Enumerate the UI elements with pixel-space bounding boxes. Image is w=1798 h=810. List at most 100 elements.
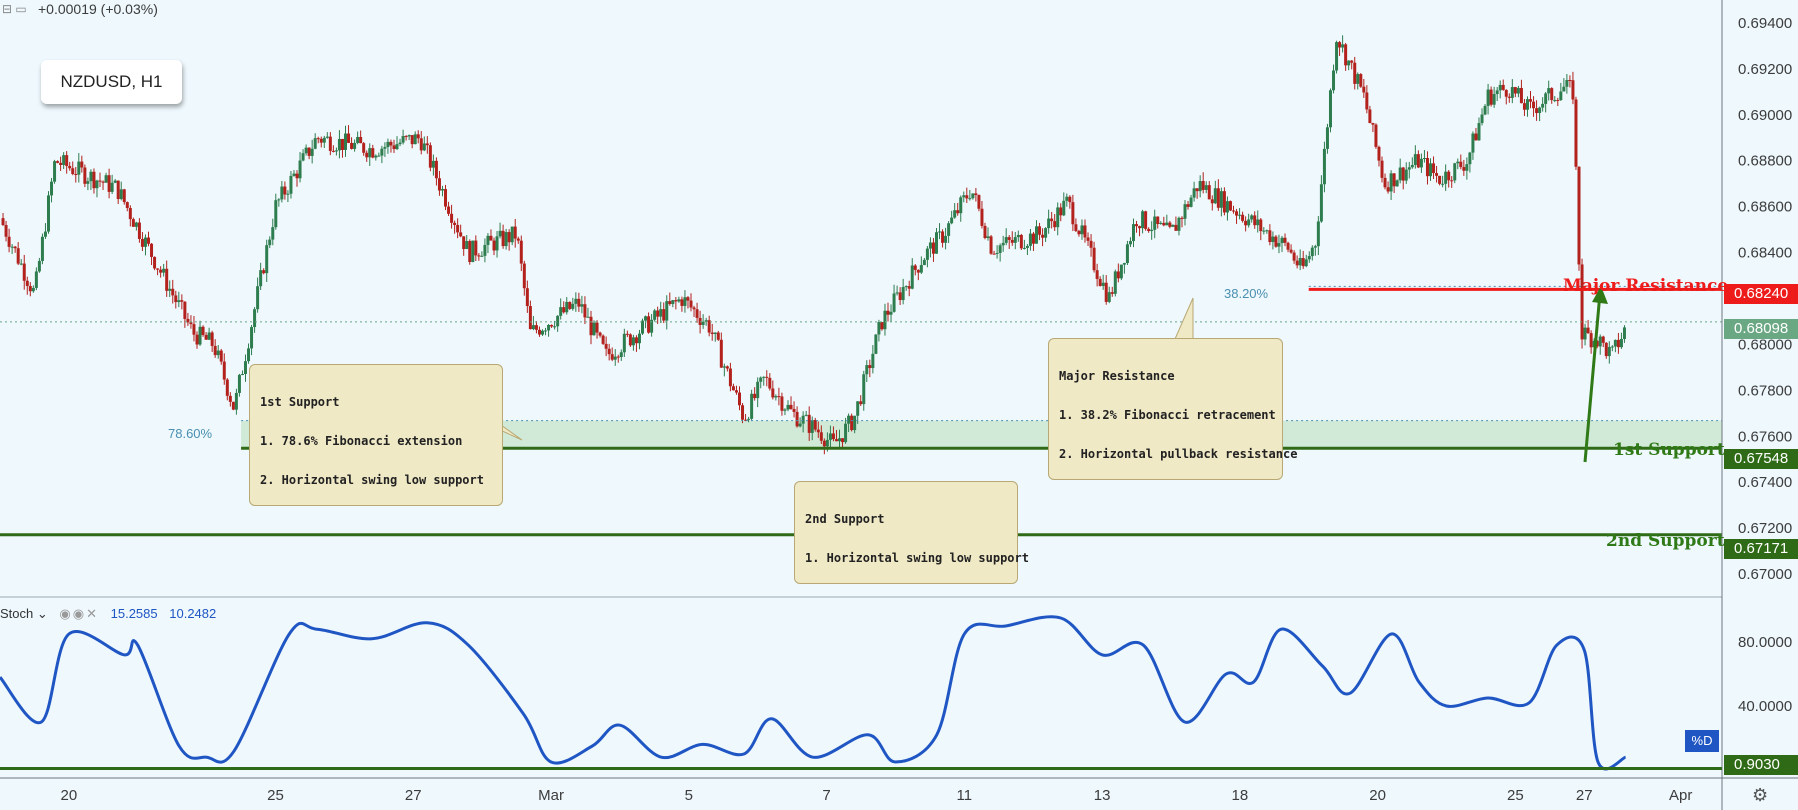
candle-body xyxy=(904,286,908,288)
candle-body xyxy=(1556,100,1560,102)
candle-body xyxy=(368,148,372,158)
price-change: +0.00019 (+0.03%) xyxy=(38,1,158,17)
collapse-icon[interactable]: ⊟ ▭ xyxy=(2,2,27,16)
candle-body xyxy=(1165,222,1169,226)
candle-body xyxy=(480,255,484,257)
date-tick-label: Apr xyxy=(1669,787,1692,804)
candle-body xyxy=(356,136,360,143)
candle-body xyxy=(838,438,842,442)
candle-body xyxy=(1277,243,1281,247)
candle-body xyxy=(168,288,172,291)
date-tick-label: 11 xyxy=(957,787,973,804)
candle-body xyxy=(498,230,502,237)
candle-body xyxy=(1101,282,1105,286)
candle-body xyxy=(25,280,29,286)
candle-body xyxy=(513,226,517,239)
candle-body xyxy=(725,366,729,369)
stoch-name[interactable]: Stoch xyxy=(0,606,34,621)
candle-body xyxy=(859,401,863,405)
candle-body xyxy=(471,240,475,263)
candle-body xyxy=(34,271,38,288)
candle-body xyxy=(1583,327,1587,340)
candle-body xyxy=(1135,224,1139,227)
candle-body xyxy=(850,415,854,431)
candle-body xyxy=(1228,201,1232,211)
date-tick-label: 18 xyxy=(1231,787,1248,804)
date-tick-label: 20 xyxy=(61,787,78,804)
candle-body xyxy=(344,133,348,150)
candle-body xyxy=(159,269,163,273)
candle-body xyxy=(928,242,932,249)
candle-body xyxy=(813,420,817,430)
candle-body xyxy=(347,133,351,143)
candle-body xyxy=(1353,62,1357,84)
resistance-price-tag: 0.68240 xyxy=(1724,284,1798,304)
candle-body xyxy=(537,329,541,335)
candle-body xyxy=(822,440,826,447)
candle-body xyxy=(304,147,308,154)
candle-body xyxy=(547,324,551,331)
date-tick-label: Mar xyxy=(538,787,564,804)
candle-body xyxy=(1386,187,1390,192)
candle-body xyxy=(762,376,766,378)
candle-body xyxy=(86,181,90,184)
candle-body xyxy=(207,332,211,340)
candle-body xyxy=(389,141,393,146)
candle-body xyxy=(1162,222,1166,226)
candle-body xyxy=(462,236,466,249)
candle-body xyxy=(59,162,63,165)
candle-body xyxy=(1362,86,1366,93)
candle-body xyxy=(437,178,441,191)
candle-body xyxy=(1031,233,1035,244)
price-tick-label: 0.68600 xyxy=(1738,199,1792,216)
candle-body xyxy=(683,297,687,306)
gear-icon[interactable]: ⚙ xyxy=(1752,785,1769,805)
candle-body xyxy=(1359,74,1363,87)
indicator-settings-icons[interactable]: ◉◉✕ xyxy=(59,606,99,621)
candle-body xyxy=(1125,244,1129,264)
candle-body xyxy=(795,411,799,427)
stoch-tick-label: 40.0000 xyxy=(1738,698,1792,715)
candle-body xyxy=(444,189,448,207)
candle-body xyxy=(801,415,805,424)
candle-body xyxy=(256,286,260,310)
candle-body xyxy=(371,148,375,158)
candle-body xyxy=(734,390,738,393)
candle-body xyxy=(1128,241,1132,245)
candle-body xyxy=(1171,224,1175,227)
candle-body xyxy=(1486,89,1490,106)
candle-body xyxy=(1538,107,1542,114)
candle-body xyxy=(862,374,866,405)
candle-body xyxy=(1022,247,1026,249)
candle-body xyxy=(1056,207,1060,228)
date-tick-label: 13 xyxy=(1094,787,1111,804)
candle-body xyxy=(213,345,217,356)
candle-body xyxy=(692,307,696,310)
candle-body xyxy=(1316,221,1320,247)
candle-body xyxy=(328,136,332,151)
candle-body xyxy=(62,155,66,165)
candle-body xyxy=(1492,94,1496,105)
candle-body xyxy=(4,225,8,237)
candle-body xyxy=(741,405,745,420)
callout-title: 1st Support xyxy=(260,395,340,409)
candle-body xyxy=(613,356,617,360)
candle-body xyxy=(95,180,99,189)
candle-body xyxy=(501,230,505,247)
candle-body xyxy=(1504,89,1508,97)
dropdown-icon[interactable]: ⌄ xyxy=(36,606,48,621)
candle-body xyxy=(847,415,851,424)
candle-body xyxy=(1247,219,1251,226)
candle-body xyxy=(204,334,208,340)
candle-body xyxy=(325,136,329,138)
candle-body xyxy=(756,381,760,399)
candle-body xyxy=(259,270,263,287)
candle-body xyxy=(271,227,275,240)
candle-body xyxy=(110,182,114,192)
candle-body xyxy=(113,180,117,183)
candle-body xyxy=(674,300,678,302)
callout-line: 2. Horizontal pullback resistance xyxy=(1059,447,1298,461)
candle-body xyxy=(1613,339,1617,347)
candle-body xyxy=(583,304,587,318)
candle-body xyxy=(1038,226,1042,235)
